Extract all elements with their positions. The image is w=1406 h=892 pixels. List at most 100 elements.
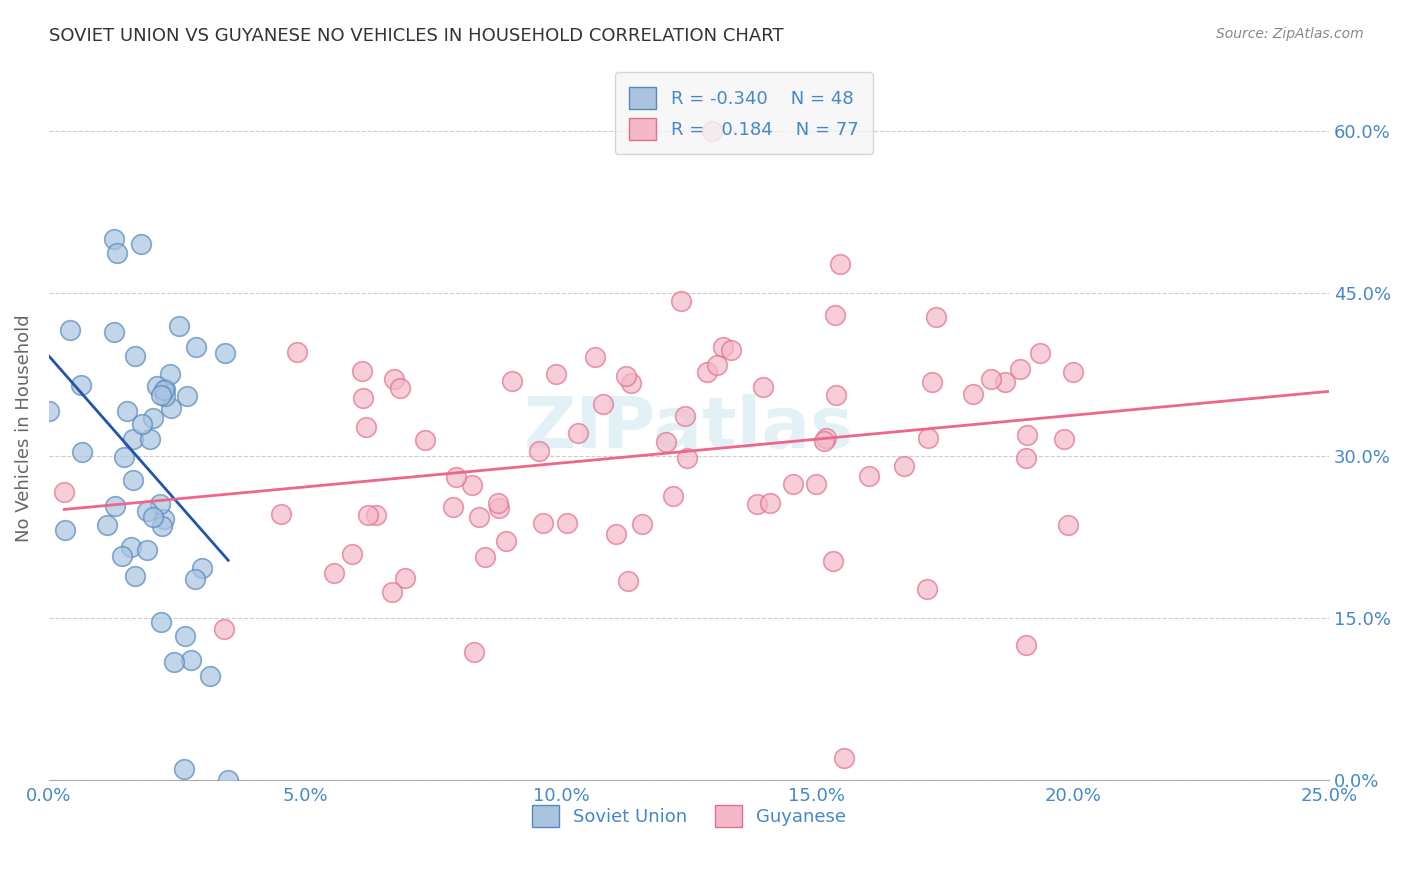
Point <box>583 350 606 364</box>
Point <box>124 349 146 363</box>
Point <box>555 516 578 531</box>
Point <box>135 543 157 558</box>
Point <box>696 365 718 379</box>
Point <box>413 433 436 447</box>
Point <box>112 450 135 464</box>
Point <box>136 503 159 517</box>
Point <box>567 426 589 441</box>
Point <box>59 323 82 337</box>
Point <box>813 434 835 448</box>
Point <box>105 246 128 260</box>
Point <box>163 655 186 669</box>
Point <box>804 477 827 491</box>
Point <box>388 381 411 395</box>
Point <box>323 566 346 580</box>
Point <box>620 376 643 391</box>
Point <box>655 434 678 449</box>
Point <box>212 623 235 637</box>
Point <box>1015 427 1038 442</box>
Point <box>441 500 464 514</box>
Point <box>53 523 76 537</box>
Point <box>270 508 292 522</box>
Point <box>150 519 173 533</box>
Point <box>495 533 517 548</box>
Text: Source: ZipAtlas.com: Source: ZipAtlas.com <box>1216 27 1364 41</box>
Point <box>501 374 523 388</box>
Point <box>463 645 485 659</box>
Point <box>153 512 176 526</box>
Point <box>676 450 699 465</box>
Text: ZIPatlas: ZIPatlas <box>524 394 853 463</box>
Point <box>122 433 145 447</box>
Point <box>711 340 734 354</box>
Point <box>706 358 728 372</box>
Point <box>994 375 1017 389</box>
Point <box>605 527 627 541</box>
Point <box>486 496 509 510</box>
Point <box>159 367 181 381</box>
Point <box>662 489 685 503</box>
Point <box>700 124 723 138</box>
Point <box>352 391 374 405</box>
Point <box>747 497 769 511</box>
Point <box>1053 433 1076 447</box>
Point <box>782 476 804 491</box>
Point <box>1029 345 1052 359</box>
Point <box>488 501 510 516</box>
Point <box>131 417 153 432</box>
Point <box>925 310 948 325</box>
Point <box>117 404 139 418</box>
Point <box>287 345 309 359</box>
Point <box>167 318 190 333</box>
Point <box>121 473 143 487</box>
Point <box>53 484 76 499</box>
Point <box>1062 365 1084 379</box>
Point <box>214 346 236 360</box>
Point <box>149 497 172 511</box>
Point <box>592 396 614 410</box>
Point <box>468 509 491 524</box>
Point <box>814 431 837 445</box>
Point <box>1015 638 1038 652</box>
Point <box>461 477 484 491</box>
Point <box>858 469 880 483</box>
Point <box>153 382 176 396</box>
Point <box>1010 361 1032 376</box>
Point <box>617 574 640 588</box>
Legend: Soviet Union, Guyanese: Soviet Union, Guyanese <box>524 797 853 834</box>
Point <box>1057 518 1080 533</box>
Point <box>104 499 127 513</box>
Point <box>155 388 177 402</box>
Point <box>103 326 125 340</box>
Point <box>917 431 939 445</box>
Point <box>893 458 915 473</box>
Point <box>614 368 637 383</box>
Point <box>149 615 172 630</box>
Point <box>70 377 93 392</box>
Point <box>356 508 378 522</box>
Point <box>474 549 496 564</box>
Point <box>138 432 160 446</box>
Point <box>824 388 846 402</box>
Point <box>821 554 844 568</box>
Point <box>828 257 851 271</box>
Point <box>173 762 195 776</box>
Point <box>759 496 782 510</box>
Point <box>720 343 742 357</box>
Point <box>38 403 60 417</box>
Point <box>962 387 984 401</box>
Point <box>527 444 550 458</box>
Point <box>669 293 692 308</box>
Point <box>103 232 125 246</box>
Point <box>1015 451 1038 466</box>
Point <box>146 379 169 393</box>
Point <box>159 401 181 416</box>
Point <box>96 517 118 532</box>
Point <box>917 582 939 596</box>
Point <box>366 508 388 523</box>
Point <box>186 340 208 354</box>
Text: SOVIET UNION VS GUYANESE NO VEHICLES IN HOUSEHOLD CORRELATION CHART: SOVIET UNION VS GUYANESE NO VEHICLES IN … <box>49 27 783 45</box>
Point <box>173 629 195 643</box>
Point <box>180 653 202 667</box>
Point <box>149 388 172 402</box>
